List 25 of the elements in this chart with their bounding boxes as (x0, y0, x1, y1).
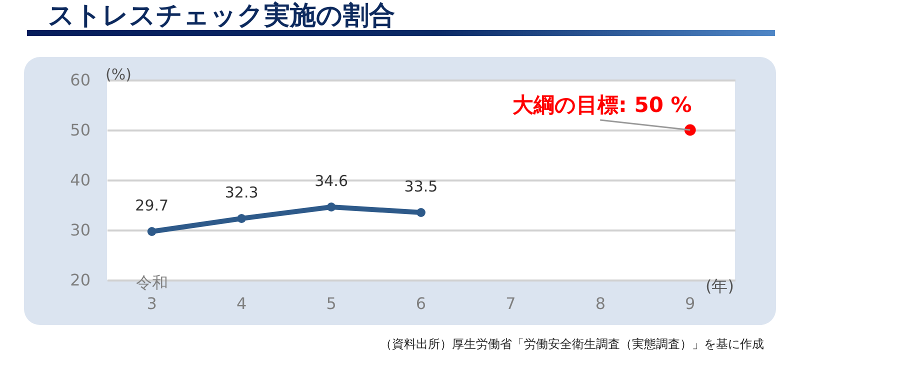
y-axis-title: (%) (106, 66, 132, 84)
x-tick-label: 9 (685, 294, 696, 313)
data-label: 32.3 (224, 184, 258, 202)
data-label: 33.5 (404, 178, 438, 196)
y-tick-label: 20 (70, 270, 90, 290)
x-tick-label: 6 (416, 294, 426, 313)
x-tick-label: 令和 3 (136, 273, 168, 313)
data-label: 29.7 (135, 196, 169, 214)
y-tick-label: 40 (70, 170, 90, 190)
point (416, 208, 426, 217)
x-axis-title: (年) (706, 276, 734, 296)
text: （資料出所）厚生労働省「労働安全衛生調査（実態調査）」を基に作成 (380, 336, 764, 353)
y-tick-label: 50 (70, 120, 90, 140)
point (237, 214, 246, 223)
point (326, 202, 336, 212)
x-tick-label: 4 (236, 294, 247, 313)
y-tick-label: 60 (70, 70, 90, 90)
chart-title: ストレスチェック実施の割合 (48, 0, 395, 33)
data-label: 34.6 (314, 172, 348, 190)
annotation: 大綱の目標: 50 % (512, 93, 692, 117)
x-tick-label: 7 (506, 294, 516, 313)
point (147, 227, 156, 236)
y-tick-label: 30 (70, 220, 90, 240)
x-tick-label: 8 (595, 294, 606, 313)
x-tick-label: 5 (326, 294, 336, 313)
